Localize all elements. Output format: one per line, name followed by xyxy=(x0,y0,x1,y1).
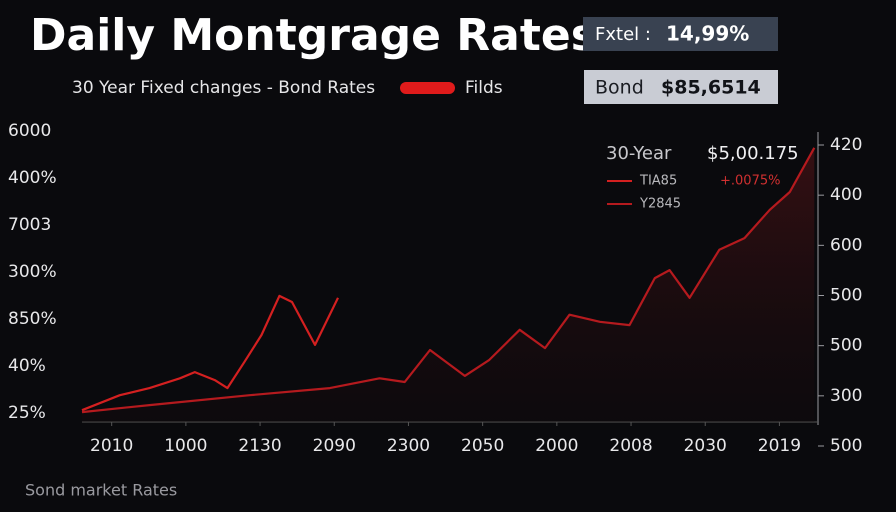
x-tick-label: 2010 xyxy=(90,436,133,456)
badge xyxy=(584,70,778,104)
x-tick-label: 2050 xyxy=(461,436,504,456)
badge-value: 14,99% xyxy=(666,22,749,46)
y-tick-label: 25% xyxy=(8,403,46,423)
x-tick-label: 2130 xyxy=(238,436,281,456)
chart-title: Daily Montgrage Rates xyxy=(30,10,597,61)
badge-label: Fxtel : xyxy=(595,24,651,45)
x-tick-label: 2300 xyxy=(387,436,430,456)
badge xyxy=(583,17,778,51)
y-tick-label: 400% xyxy=(8,168,57,188)
badge-label: Bond xyxy=(595,77,644,99)
legend-label: Filds xyxy=(465,78,503,98)
inset-value: $5,00.175 xyxy=(707,143,799,164)
legend-label: TIA85 xyxy=(639,174,677,189)
y2-tick-label: 420 xyxy=(830,135,862,155)
y-tick-label: 300% xyxy=(8,262,57,282)
y2-tick-label: 400 xyxy=(830,185,862,205)
x-tick-label: 1000 xyxy=(164,436,207,456)
y-tick-label: 850% xyxy=(8,309,57,329)
legend-swatch xyxy=(400,82,455,94)
y2-tick-label: 600 xyxy=(830,235,862,255)
y-tick-label: 7003 xyxy=(8,215,51,235)
y2-tick-label: 300 xyxy=(830,386,862,406)
legend-label: Y2845 xyxy=(639,197,681,212)
subtitle: 30 Year Fixed changes - Bond Rates xyxy=(72,78,375,98)
x-tick-label: 2000 xyxy=(535,436,578,456)
area xyxy=(82,147,815,423)
y-tick-label: 40% xyxy=(8,356,46,376)
y2-tick-label: 500 xyxy=(830,286,862,306)
y2-tick-label: 500 xyxy=(830,436,862,456)
badge-value: $85,6514 xyxy=(661,77,761,99)
y2-tick-label: 500 xyxy=(830,336,862,356)
inset-change: +.0075% xyxy=(720,174,780,189)
x-tick-label: 2008 xyxy=(609,436,652,456)
x-tick-label: 2030 xyxy=(684,436,727,456)
x-tick-label: 2019 xyxy=(758,436,801,456)
line xyxy=(81,294,339,412)
inset-title: 30-Year xyxy=(606,143,672,164)
x-tick-label: 2090 xyxy=(313,436,356,456)
y-tick-label: 6000 xyxy=(8,121,51,141)
line xyxy=(81,147,816,414)
footer: Sond market Rates xyxy=(25,481,177,500)
